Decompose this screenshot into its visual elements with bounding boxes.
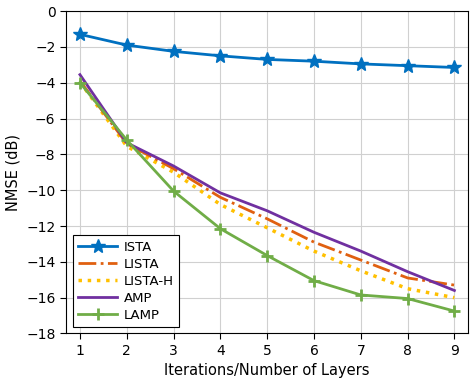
AMP bbox=[218, 190, 223, 195]
LISTA-H bbox=[77, 79, 83, 84]
LISTA-H bbox=[218, 202, 223, 207]
LISTA bbox=[358, 258, 364, 262]
LAMP bbox=[171, 189, 176, 194]
Line: LAMP: LAMP bbox=[73, 76, 461, 317]
ISTA bbox=[171, 49, 176, 54]
AMP bbox=[77, 72, 83, 77]
ISTA bbox=[405, 63, 410, 68]
LISTA bbox=[264, 217, 270, 221]
ISTA bbox=[77, 32, 83, 36]
LISTA-H bbox=[171, 170, 176, 175]
AMP bbox=[452, 288, 457, 293]
ISTA bbox=[358, 61, 364, 66]
LAMP bbox=[311, 278, 317, 283]
LAMP bbox=[452, 309, 457, 313]
LAMP bbox=[124, 138, 129, 142]
ISTA bbox=[124, 43, 129, 47]
LISTA-H bbox=[124, 144, 129, 149]
LAMP bbox=[264, 253, 270, 258]
AMP bbox=[358, 249, 364, 253]
LISTA-H bbox=[358, 268, 364, 273]
ISTA bbox=[311, 59, 317, 63]
ISTA bbox=[218, 53, 223, 58]
AMP bbox=[264, 209, 270, 213]
AMP bbox=[311, 230, 317, 235]
LISTA-H bbox=[405, 286, 410, 291]
LAMP bbox=[218, 227, 223, 231]
AMP bbox=[171, 164, 176, 168]
Y-axis label: NMSE (dB): NMSE (dB) bbox=[6, 134, 20, 211]
Legend: ISTA, LISTA, LISTA-H, AMP, LAMP: ISTA, LISTA, LISTA-H, AMP, LAMP bbox=[73, 235, 179, 327]
AMP bbox=[124, 141, 129, 145]
LISTA bbox=[77, 79, 83, 83]
LAMP bbox=[405, 296, 410, 301]
Line: AMP: AMP bbox=[80, 74, 455, 290]
LISTA bbox=[171, 166, 176, 171]
LAMP bbox=[358, 293, 364, 297]
LISTA bbox=[452, 283, 457, 287]
X-axis label: Iterations/Number of Layers: Iterations/Number of Layers bbox=[164, 363, 370, 379]
ISTA bbox=[264, 57, 270, 62]
LAMP bbox=[77, 80, 83, 85]
Line: LISTA: LISTA bbox=[80, 81, 455, 285]
LISTA-H bbox=[452, 295, 457, 300]
AMP bbox=[405, 269, 410, 274]
LISTA-H bbox=[311, 249, 317, 253]
Line: ISTA: ISTA bbox=[73, 27, 461, 74]
LISTA bbox=[124, 141, 129, 146]
LISTA bbox=[311, 240, 317, 245]
LISTA-H bbox=[264, 225, 270, 230]
LISTA bbox=[405, 276, 410, 280]
ISTA bbox=[452, 65, 457, 70]
Line: LISTA-H: LISTA-H bbox=[80, 82, 455, 298]
LISTA bbox=[218, 195, 223, 200]
